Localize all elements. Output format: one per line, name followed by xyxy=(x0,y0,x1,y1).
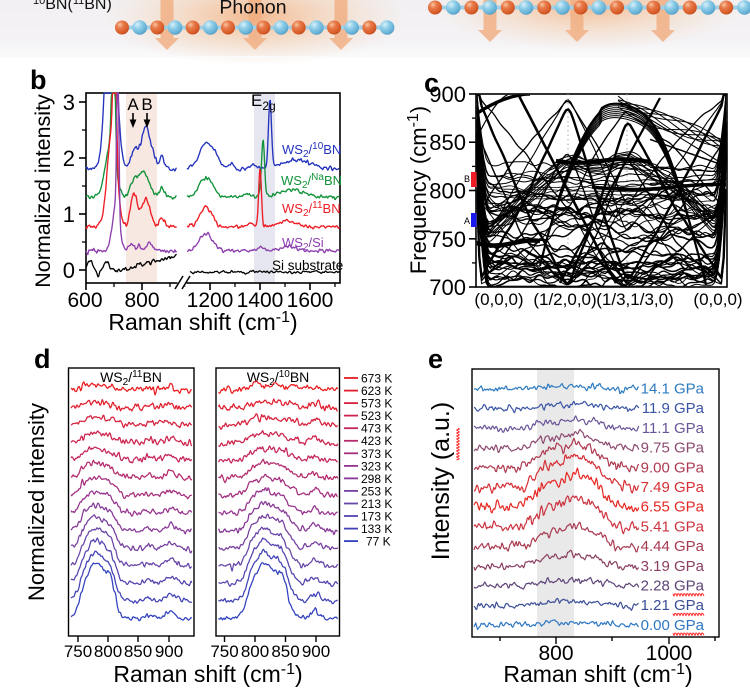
svg-text:e: e xyxy=(428,344,443,374)
svg-text:WS2/NaBN: WS2/NaBN xyxy=(281,172,342,191)
svg-text:423 K: 423 K xyxy=(361,434,392,448)
svg-text:(1/2,0,0): (1/2,0,0) xyxy=(533,290,596,309)
svg-text:c: c xyxy=(424,68,439,98)
svg-text:253 K: 253 K xyxy=(361,484,392,498)
svg-text:WS2/10BN: WS2/10BN xyxy=(282,141,341,160)
svg-text:9.00 GPa: 9.00 GPa xyxy=(641,459,705,476)
svg-text:Frequency (cm-1): Frequency (cm-1) xyxy=(405,106,431,274)
svg-text:173 K: 173 K xyxy=(361,510,392,524)
svg-text:B: B xyxy=(464,174,470,184)
svg-text:700: 700 xyxy=(429,275,466,300)
svg-text:133 K: 133 K xyxy=(361,522,392,536)
svg-text:2.28 GPa: 2.28 GPa xyxy=(641,578,705,595)
svg-text:Normalized intensity: Normalized intensity xyxy=(24,403,49,601)
svg-text:900: 900 xyxy=(429,82,466,107)
svg-text:(1/3,1/3,0): (1/3,1/3,0) xyxy=(596,290,674,309)
svg-text:Si substrate: Si substrate xyxy=(272,258,343,273)
svg-text:1: 1 xyxy=(63,202,75,227)
svg-text:10BN(11BN): 10BN(11BN) xyxy=(33,0,112,13)
svg-text:800: 800 xyxy=(94,642,122,661)
svg-text:WS2/11BN: WS2/11BN xyxy=(100,369,162,388)
svg-text:9.75 GPa: 9.75 GPa xyxy=(641,440,705,457)
svg-text:4.44 GPa: 4.44 GPa xyxy=(641,538,705,555)
svg-text:900: 900 xyxy=(155,642,183,661)
svg-text:473 K: 473 K xyxy=(361,422,392,436)
svg-text:673 K: 673 K xyxy=(361,372,392,386)
svg-text:800: 800 xyxy=(538,642,573,665)
svg-text:B: B xyxy=(141,95,152,114)
svg-text:850: 850 xyxy=(271,642,299,661)
svg-text:14.1 GPa: 14.1 GPa xyxy=(641,381,705,398)
svg-text:Raman shift (cm-1): Raman shift (cm-1) xyxy=(503,661,692,687)
svg-text:A: A xyxy=(127,95,139,114)
svg-text:323 K: 323 K xyxy=(361,459,392,473)
svg-text:1200: 1200 xyxy=(187,289,234,312)
svg-text:750: 750 xyxy=(210,642,238,661)
svg-text:WS2/Si: WS2/Si xyxy=(282,235,324,253)
svg-text:298 K: 298 K xyxy=(361,472,392,486)
svg-text:850: 850 xyxy=(429,130,466,155)
svg-text:213 K: 213 K xyxy=(361,497,392,511)
svg-text:A: A xyxy=(464,216,470,226)
svg-text:7.49 GPa: 7.49 GPa xyxy=(641,479,705,496)
svg-text:(0,0,0): (0,0,0) xyxy=(474,290,523,309)
svg-text:800: 800 xyxy=(241,642,269,661)
svg-text:5.41 GPa: 5.41 GPa xyxy=(641,518,705,535)
svg-text:WS2/11BN: WS2/11BN xyxy=(282,200,341,219)
svg-text:850: 850 xyxy=(124,642,152,661)
svg-text:900: 900 xyxy=(302,642,330,661)
svg-text:1400: 1400 xyxy=(237,289,284,312)
svg-text:b: b xyxy=(30,65,47,95)
svg-text:6.55 GPa: 6.55 GPa xyxy=(641,499,705,516)
svg-text:0: 0 xyxy=(63,258,75,283)
svg-text:1.21 GPa: 1.21 GPa xyxy=(641,597,705,614)
svg-text:1600: 1600 xyxy=(287,289,334,312)
svg-text:Raman shift (cm-1): Raman shift (cm-1) xyxy=(108,309,297,335)
svg-text:WS2/10BN: WS2/10BN xyxy=(247,369,310,388)
svg-text:Phonon: Phonon xyxy=(219,0,286,19)
svg-text:Normalized intensity: Normalized intensity xyxy=(31,94,55,288)
svg-text:d: d xyxy=(34,344,51,374)
svg-text:623 K: 623 K xyxy=(361,384,392,398)
svg-text:573 K: 573 K xyxy=(361,397,392,411)
svg-text:373 K: 373 K xyxy=(361,447,392,461)
svg-text:2: 2 xyxy=(63,146,75,171)
svg-text:750: 750 xyxy=(429,227,466,252)
svg-text:750: 750 xyxy=(64,642,92,661)
svg-text:(0,0,0): (0,0,0) xyxy=(693,290,742,309)
svg-text:3.19 GPa: 3.19 GPa xyxy=(641,558,705,575)
svg-text:800: 800 xyxy=(429,179,466,204)
svg-text:523 K: 523 K xyxy=(361,409,392,423)
svg-text:3: 3 xyxy=(63,90,75,115)
svg-text:1000: 1000 xyxy=(646,642,693,665)
svg-text:Raman shift (cm-1): Raman shift (cm-1) xyxy=(113,661,302,687)
svg-text:77 K: 77 K xyxy=(366,535,391,549)
svg-text:Intensity (a.u.): Intensity (a.u.) xyxy=(427,402,455,560)
svg-text:11.9 GPa: 11.9 GPa xyxy=(642,400,705,417)
svg-text:600: 600 xyxy=(67,289,102,312)
svg-text:11.1 GPa: 11.1 GPa xyxy=(642,420,705,437)
svg-text:0.00 GPa: 0.00 GPa xyxy=(641,617,705,634)
svg-text:800: 800 xyxy=(124,289,159,312)
